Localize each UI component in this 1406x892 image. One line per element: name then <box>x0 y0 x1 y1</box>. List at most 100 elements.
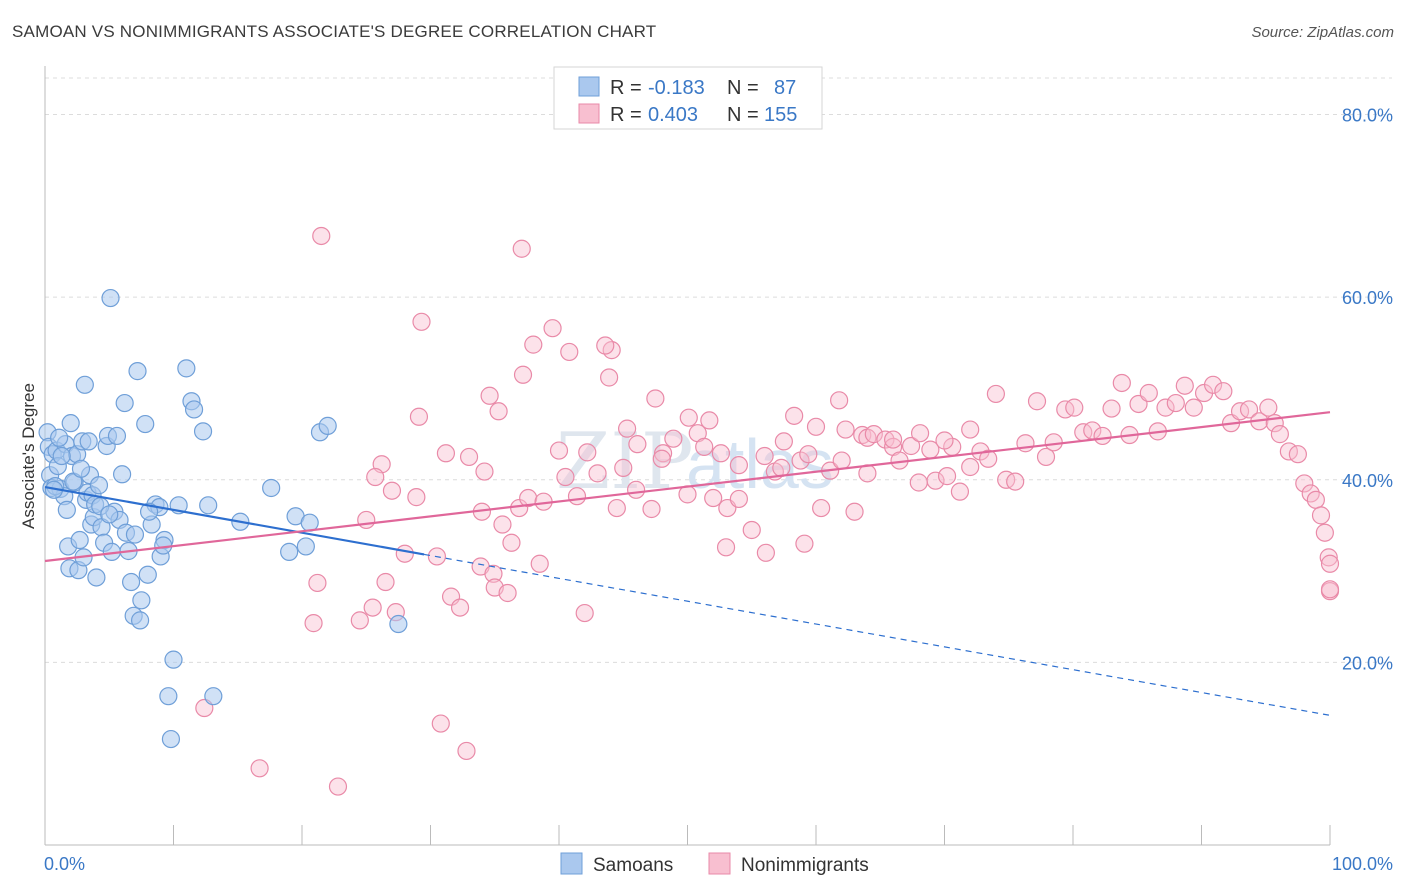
samoans-point <box>139 502 159 521</box>
nonimmigrants-point <box>774 432 793 451</box>
nonimmigrants-point <box>560 342 579 362</box>
samoans-point <box>100 505 119 524</box>
y-axis-label: Associate's Degree <box>19 383 38 529</box>
nonimmigrants-point <box>328 777 348 796</box>
nonimmigrants-point <box>395 544 414 563</box>
samoans-point <box>125 525 145 544</box>
nonimmigrants-point <box>876 430 895 449</box>
nonimmigrants-point <box>475 462 494 481</box>
nonimmigrants-point <box>1093 426 1112 446</box>
nonimmigrants-point <box>910 424 930 443</box>
nonimmigrants-point <box>755 446 774 466</box>
nonimmigrants-point <box>679 408 698 427</box>
nonimmigrants-point <box>830 391 849 410</box>
nonimmigrants-point <box>772 458 791 477</box>
samoans-point <box>57 500 76 519</box>
bottom-legend-swatch-samoans <box>560 852 583 875</box>
nonimmigrants-point <box>407 488 426 507</box>
samoans-point <box>52 446 71 466</box>
nonimmigrants-point <box>711 444 731 463</box>
nonimmigrants-point <box>412 312 431 331</box>
nonimmigrants-point <box>484 564 503 583</box>
samoans-point <box>121 572 141 592</box>
nonimmigrants-point <box>530 554 549 573</box>
nonimmigrants-point <box>883 430 903 449</box>
nonimmigrants-point <box>524 335 543 354</box>
samoans-point <box>107 426 127 446</box>
nonimmigrants-point <box>795 534 814 553</box>
nonimmigrants-point <box>459 447 479 467</box>
legend-n-value-nonimmigrants: 155 <box>764 104 797 126</box>
nonimmigrants-point <box>1315 523 1334 542</box>
nonimmigrants-point <box>1006 472 1025 491</box>
x-tick-label: 0.0% <box>44 854 85 874</box>
nonimmigrants-point <box>457 741 476 761</box>
nonimmigrants-point <box>864 425 883 444</box>
nonimmigrants-point <box>596 336 615 355</box>
samoans-point <box>71 459 91 478</box>
nonimmigrants-point <box>304 614 323 633</box>
nonimmigrants-point <box>845 502 864 521</box>
nonimmigrants-point <box>480 386 499 405</box>
samoans-point <box>159 687 178 706</box>
nonimmigrants-point <box>652 449 671 468</box>
nonimmigrants-point <box>1320 580 1340 599</box>
watermark-zip: ZIP <box>556 417 694 507</box>
nonimmigrants-point <box>502 533 521 552</box>
y-tick-label: 40.0% <box>1342 471 1393 491</box>
legend-r-value-nonimmigrants: 0.403 <box>648 104 698 126</box>
samoans-point <box>61 414 80 433</box>
bottom-legend-label-nonimmigrants: Nonimmigrants <box>741 855 869 876</box>
nonimmigrants-point <box>806 417 826 436</box>
nonimmigrants-point <box>357 510 376 530</box>
nonimmigrants-point <box>575 603 594 623</box>
nonimmigrants-point <box>567 487 587 506</box>
nonimmigrants-point <box>986 384 1006 404</box>
samoans-trend-extension <box>423 553 1331 716</box>
nonimmigrants-point <box>1139 383 1158 403</box>
samoans-point <box>130 611 150 630</box>
nonimmigrants-point <box>961 457 980 477</box>
samoans-point <box>193 422 213 441</box>
trend-lines <box>44 411 1331 716</box>
nonimmigrants-point <box>431 714 450 733</box>
nonimmigrants-point <box>1166 393 1185 413</box>
tick-labels: 20.0% 40.0% 60.0% 80.0% 0.0% 100.0% <box>44 106 1393 874</box>
samoans-point <box>136 414 155 434</box>
nonimmigrants-point <box>832 451 851 470</box>
nonimmigrants-point <box>556 467 575 487</box>
nonimmigrants-point <box>363 598 382 617</box>
nonimmigrants-point <box>1056 400 1075 419</box>
nonimmigrants-point <box>1320 554 1340 573</box>
nonimmigrants-point <box>1288 445 1307 464</box>
nonimmigrants-point <box>250 759 269 778</box>
nonimmigrants-point <box>729 456 749 475</box>
nonimmigrants-point <box>489 402 508 421</box>
samoans-point <box>50 428 69 447</box>
legend-n-value-samoans: 87 <box>774 77 796 99</box>
nonimmigrants-trend-line <box>44 411 1331 563</box>
bottom-legend-swatch-nonimmigrants <box>708 852 731 875</box>
samoans-point <box>101 288 120 308</box>
legend-r-label: R = <box>610 77 642 99</box>
nonimmigrants-point <box>1027 392 1047 411</box>
nonimmigrants-point <box>1184 398 1203 417</box>
nonimmigrants-point <box>1306 490 1325 509</box>
nonimmigrants-point <box>513 365 533 384</box>
legend-swatch-nonimmigrants <box>578 103 600 124</box>
nonimmigrants-point <box>1044 433 1063 452</box>
nonimmigrants-point <box>704 488 723 508</box>
nonimmigrants-point <box>1270 425 1289 444</box>
nonimmigrants-point <box>678 485 697 504</box>
samoans-point <box>161 729 181 749</box>
samoans-point <box>199 496 218 515</box>
samoans-point <box>87 568 106 587</box>
nonimmigrants-point <box>961 420 980 439</box>
nonimmigrants-point <box>1311 506 1331 525</box>
nonimmigrants-point <box>312 226 331 246</box>
legend-n-label: N = <box>727 104 759 126</box>
x-tick-label: 100.0% <box>1332 854 1393 874</box>
nonimmigrants-point <box>785 406 804 425</box>
nonimmigrants-point <box>799 445 818 464</box>
